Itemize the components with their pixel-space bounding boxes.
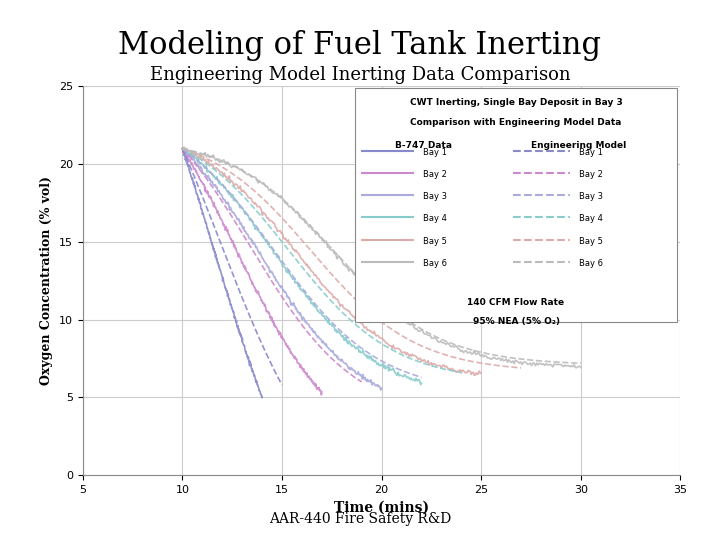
Text: Bay 5: Bay 5: [423, 237, 447, 246]
FancyBboxPatch shape: [355, 89, 678, 322]
Text: Bay 3: Bay 3: [579, 192, 603, 201]
Text: Bay 1: Bay 1: [423, 148, 447, 157]
Text: AAR-440 Fire Safety R&D: AAR-440 Fire Safety R&D: [269, 512, 451, 526]
Text: Bay 2: Bay 2: [579, 170, 603, 179]
Text: Bay 5: Bay 5: [579, 237, 603, 246]
Text: Bay 1: Bay 1: [579, 148, 603, 157]
Y-axis label: Oxygen Concentration (% vol): Oxygen Concentration (% vol): [40, 176, 53, 386]
Text: Bay 6: Bay 6: [579, 259, 603, 268]
Text: Engineering Model: Engineering Model: [531, 141, 626, 150]
Text: Bay 3: Bay 3: [423, 192, 447, 201]
Text: 140 CFM Flow Rate: 140 CFM Flow Rate: [467, 298, 564, 307]
Text: 95% NEA (5% O₂): 95% NEA (5% O₂): [472, 317, 559, 326]
Text: Bay 2: Bay 2: [423, 170, 447, 179]
Text: Bay 4: Bay 4: [579, 214, 603, 224]
X-axis label: Time (mins): Time (mins): [334, 501, 429, 515]
Text: CWT Inerting, Single Bay Deposit in Bay 3: CWT Inerting, Single Bay Deposit in Bay …: [410, 98, 622, 107]
Text: Bay 4: Bay 4: [423, 214, 447, 224]
Text: B-747 Data: B-747 Data: [395, 141, 452, 150]
Text: Engineering Model Inerting Data Comparison: Engineering Model Inerting Data Comparis…: [150, 66, 570, 84]
Text: Comparison with Engineering Model Data: Comparison with Engineering Model Data: [410, 118, 622, 126]
Text: Modeling of Fuel Tank Inerting: Modeling of Fuel Tank Inerting: [119, 30, 601, 60]
Text: Bay 6: Bay 6: [423, 259, 447, 268]
